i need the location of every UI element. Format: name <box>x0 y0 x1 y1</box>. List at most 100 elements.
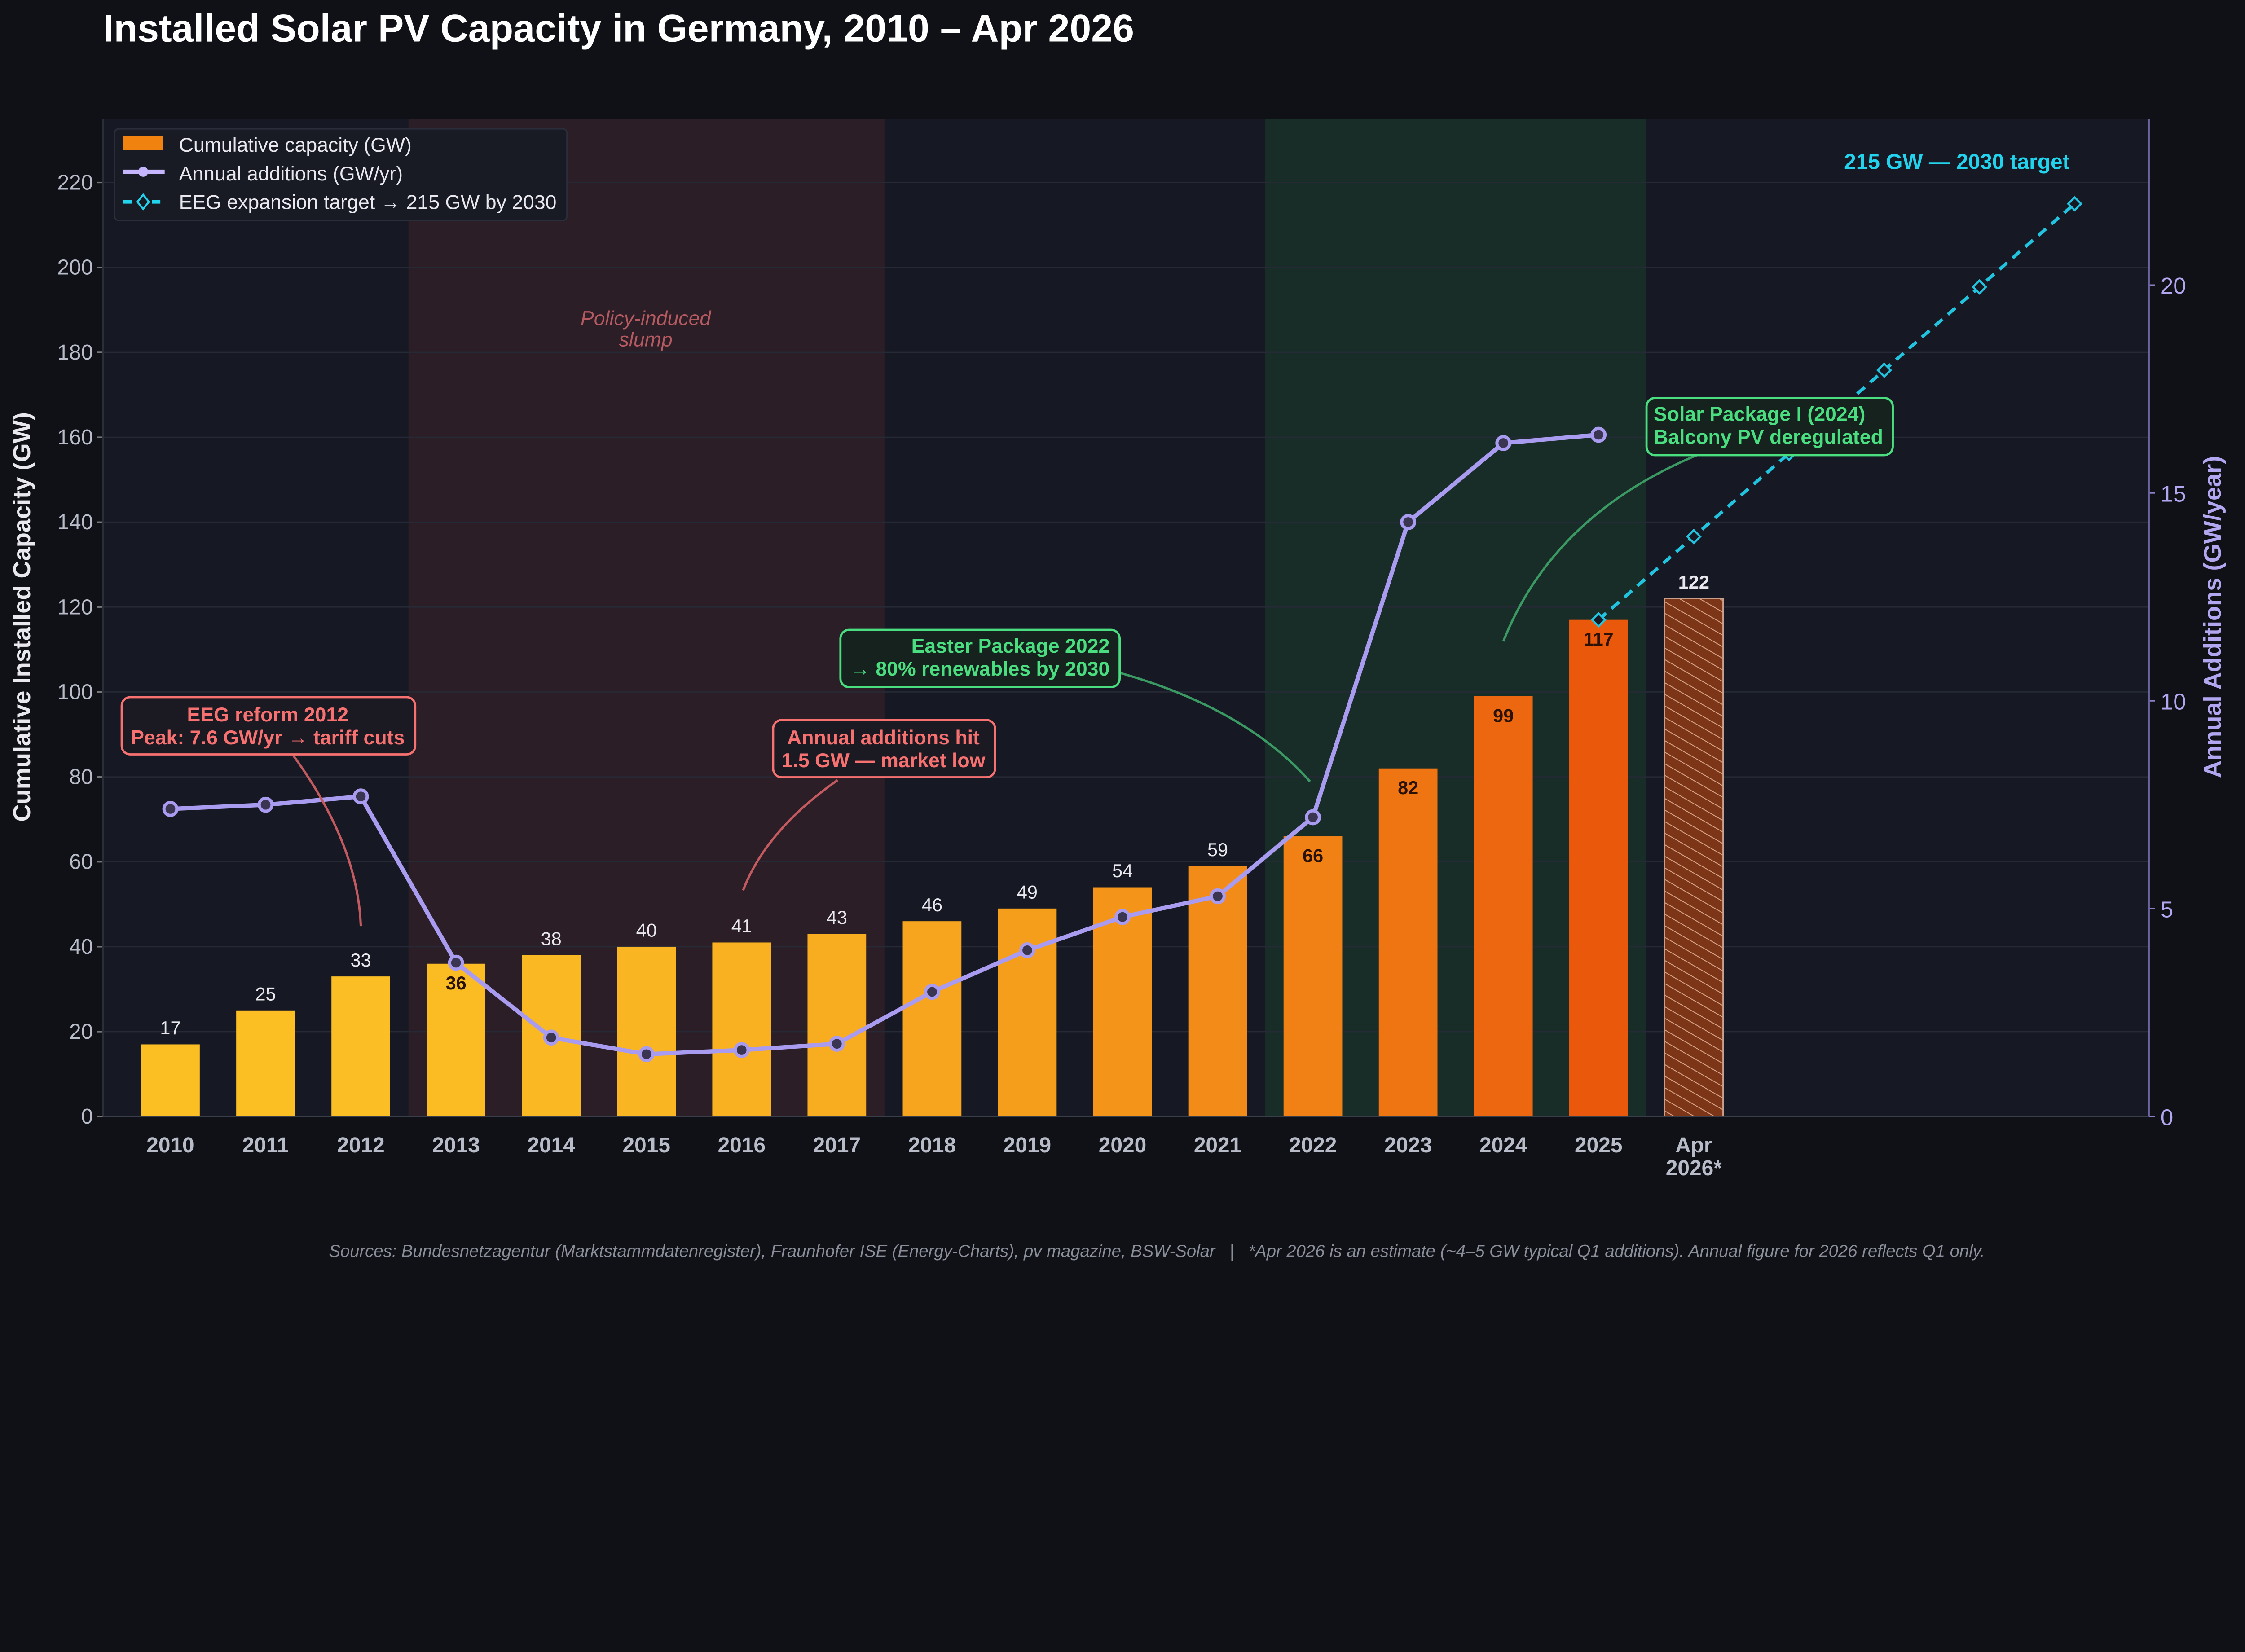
left-tick-label: 60 <box>69 850 93 874</box>
bar-2024 <box>1474 696 1533 1117</box>
market-low-line1: Annual additions hit <box>787 727 980 749</box>
x-tick-label: 2020 <box>1099 1134 1146 1157</box>
right-tick-label: 10 <box>2161 689 2186 714</box>
x-tick-label: 2014 <box>527 1134 575 1157</box>
annotation-solar-package: Solar Package I (2024) Balcony PV deregu… <box>1502 397 1894 642</box>
bar-value-label: 122 <box>1678 571 1709 593</box>
annual-additions-point <box>828 1036 845 1052</box>
bar-2025 <box>1569 620 1628 1117</box>
bar-value-label: 117 <box>1584 628 1614 650</box>
x-tick-label: 2017 <box>813 1134 861 1157</box>
left-tick-label: 220 <box>57 171 93 194</box>
x-tick-label: 2024 <box>1479 1134 1527 1157</box>
bar-value-label: 41 <box>731 915 752 936</box>
x-tick-label: 2019 <box>1004 1134 1051 1157</box>
solar-package-line1: Solar Package I (2024) <box>1654 403 1865 425</box>
eeg-reform-line1: EEG reform 2012 <box>187 704 348 726</box>
annual-additions-point <box>1019 942 1035 958</box>
bar-value-label: 49 <box>1017 881 1038 902</box>
bar-2016 <box>712 942 771 1117</box>
legend-swatch-cumulative <box>123 136 163 150</box>
annotation-easter-package: Easter Package 2022 → 80% renewables by … <box>839 628 1311 782</box>
bar-2021 <box>1188 866 1247 1117</box>
target-point <box>1590 612 1607 628</box>
bar-value-label: 59 <box>1207 839 1228 860</box>
annotation-policy-slump: Policy-induced slump <box>581 308 711 351</box>
bar-value-label: 46 <box>922 894 942 915</box>
target-point <box>2067 196 2083 212</box>
target-2030-label: 215 GW — 2030 target <box>1844 150 2069 174</box>
x-tick-label: 2018 <box>908 1134 956 1157</box>
bar-2017 <box>807 934 867 1117</box>
annual-additions-line <box>170 432 1599 1057</box>
left-tick-label: 120 <box>57 595 93 619</box>
bar-value-label: 36 <box>446 972 467 993</box>
slump-label-line2: slump <box>619 329 673 351</box>
bar-value-label: 40 <box>636 920 657 941</box>
x-tick-label: 2026* <box>1666 1156 1722 1180</box>
chart-title: Installed Solar PV Capacity in Germany, … <box>103 7 1134 50</box>
left-tick-label: 160 <box>57 426 93 449</box>
left-tick-label: 0 <box>81 1105 93 1129</box>
bar-value-label: 25 <box>255 983 276 1004</box>
left-axis-label: Cumulative Installed Capacity (GW) <box>9 412 35 822</box>
x-tick-label: 2015 <box>623 1134 670 1157</box>
legend: Cumulative capacity (GW) Annual addition… <box>114 128 568 221</box>
annotation-market-low: Annual additions hit 1.5 GW — market low <box>742 719 996 891</box>
annual-additions-point <box>257 796 274 813</box>
bar-2022 <box>1283 836 1343 1117</box>
right-tick-label: 0 <box>2161 1104 2173 1130</box>
target-point <box>1971 279 1987 295</box>
right-tick-label: 20 <box>2161 273 2186 299</box>
solar-package-line2: Balcony PV deregulated <box>1654 426 1883 448</box>
annual-additions-point <box>924 984 940 1000</box>
bar-Apr-2026- <box>1664 598 1724 1117</box>
bar-2023 <box>1378 768 1438 1117</box>
bar-value-label: 38 <box>541 928 562 949</box>
x-tick-label: 2010 <box>146 1134 194 1157</box>
right-tick-label: 15 <box>2161 481 2186 506</box>
annual-additions-point <box>1305 809 1321 826</box>
right-axis-label: Annual Additions (GW/year) <box>2199 456 2226 778</box>
annual-additions-point <box>733 1042 750 1058</box>
annual-additions-point <box>352 788 369 805</box>
annual-additions-point <box>543 1029 559 1046</box>
x-tick-label: 2016 <box>718 1134 766 1157</box>
annual-additions-point <box>1590 426 1607 443</box>
bar-2018 <box>902 921 962 1117</box>
bar-2013 <box>427 963 485 1117</box>
annual-additions-point <box>1114 909 1131 925</box>
bar-value-label: 82 <box>1398 777 1418 798</box>
left-tick-label: 140 <box>57 510 93 534</box>
bar-2019 <box>998 908 1057 1117</box>
left-tick-label: 40 <box>69 935 93 959</box>
bar-2011 <box>236 1010 295 1117</box>
annual-additions-point <box>638 1046 655 1063</box>
bar-value-label: 99 <box>1493 705 1514 726</box>
x-tick-label: 2022 <box>1289 1134 1337 1157</box>
easter-package-line2: → 80% renewables by 2030 <box>850 658 1109 680</box>
source-note: Sources: Bundesnetzagentur (Marktstammda… <box>329 1242 1985 1261</box>
bar-value-label: 33 <box>351 949 371 971</box>
easter-package-line1: Easter Package 2022 <box>911 635 1110 657</box>
legend-label-target: EEG expansion target → 215 GW by 2030 <box>179 192 557 214</box>
bar-2012 <box>331 976 390 1117</box>
annual-additions-point <box>1495 435 1512 451</box>
legend-label-annual: Annual additions (GW/yr) <box>179 163 403 185</box>
target-point <box>1876 362 1892 378</box>
bar-value-label: 17 <box>160 1017 180 1038</box>
annual-additions-point <box>1400 514 1417 530</box>
slump-label-line1: Policy-induced <box>581 308 711 330</box>
x-tick-label: 2012 <box>337 1134 384 1157</box>
annual-additions-point <box>1210 888 1226 905</box>
legend-label-cumulative: Cumulative capacity (GW) <box>179 134 412 156</box>
bar-value-label: 66 <box>1303 845 1323 866</box>
x-tick-label: 2021 <box>1194 1134 1241 1157</box>
eeg-reform-line2: Peak: 7.6 GW/yr → tariff cuts <box>131 727 405 749</box>
bar-2015 <box>617 946 676 1117</box>
target-point <box>1686 528 1702 545</box>
left-tick-label: 80 <box>69 765 93 789</box>
annotation-eeg-reform: EEG reform 2012 Peak: 7.6 GW/yr → tariff… <box>120 696 417 927</box>
market-low-line2: 1.5 GW — market low <box>782 750 986 772</box>
x-tick-label: 2023 <box>1384 1134 1432 1157</box>
